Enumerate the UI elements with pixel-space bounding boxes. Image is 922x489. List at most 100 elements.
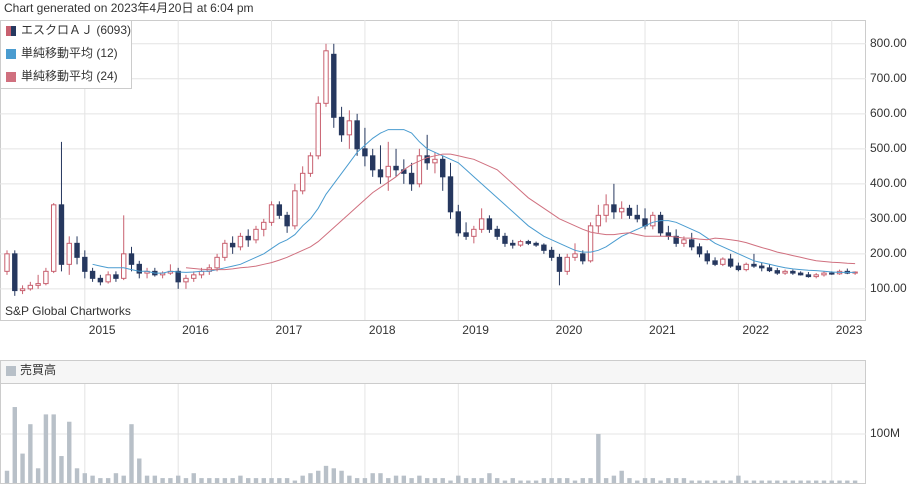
candle-body (572, 253, 578, 258)
volume-bar (611, 475, 617, 483)
candle-body (829, 272, 835, 275)
volume-bar (588, 478, 593, 483)
volume-bar (300, 475, 305, 483)
candle-body (175, 270, 181, 283)
volume-bar (736, 475, 741, 483)
volume-bar (448, 480, 453, 483)
legend-swatch (6, 72, 16, 82)
volume-bar (370, 473, 375, 483)
volume-bar (627, 478, 632, 483)
volume-bar (712, 480, 718, 483)
legend-swatch (6, 26, 11, 36)
volume-bar (845, 480, 850, 483)
candle-body (673, 235, 679, 244)
candle-body (533, 242, 539, 246)
candle-body (237, 235, 244, 248)
volume-bar (852, 480, 858, 483)
candle-body (634, 214, 640, 220)
candle-body (681, 239, 687, 244)
volume-bar (580, 478, 585, 483)
volume-bar (565, 478, 570, 483)
candle-body (494, 228, 500, 237)
candle-body (657, 214, 664, 234)
volume-bar (35, 468, 41, 483)
candle-body (696, 246, 703, 255)
candle-body (315, 102, 321, 157)
candle-body (548, 249, 555, 258)
legend-label: エスクロＡＪ (6093) (21, 23, 131, 37)
legend-box (0, 20, 132, 89)
candle-body (580, 253, 586, 262)
volume-bar (4, 470, 10, 483)
moving-average-line (92, 129, 856, 274)
candle-body (587, 225, 594, 262)
volume-bar (59, 456, 64, 483)
candle-body (517, 241, 524, 246)
volume-bar (269, 478, 274, 483)
volume-bar (666, 478, 671, 483)
volume-bar (650, 478, 656, 483)
chart-header: Chart generated on 2023年4月20日 at 6:04 pm (4, 1, 254, 15)
candle-body (27, 284, 34, 290)
candle-body (424, 155, 430, 164)
x-tick-label: 2023 (836, 323, 863, 337)
volume-bar (347, 475, 352, 483)
volume-bar (386, 478, 391, 483)
volume-bar (199, 478, 204, 483)
volume-bar (837, 480, 842, 483)
candle-body (486, 218, 493, 230)
candle-body (502, 235, 508, 244)
candle-body (191, 274, 197, 279)
candle-body (689, 239, 695, 248)
volume-bar (105, 478, 111, 483)
candle-body (35, 283, 41, 286)
volume-bar (502, 480, 508, 483)
volume-bar (409, 478, 414, 483)
candle-body (362, 148, 368, 157)
x-tick-label: 2022 (742, 323, 769, 337)
volume-bar (144, 475, 150, 483)
candle-body (82, 256, 88, 272)
volume-bar (230, 478, 235, 483)
candle-body (626, 207, 633, 216)
volume-bar (728, 480, 733, 483)
candle-body (408, 172, 415, 185)
candle-body (720, 258, 726, 265)
candle-body (346, 120, 353, 136)
volume-bar (331, 468, 336, 483)
volume-bar (557, 478, 562, 483)
candle-body (299, 172, 306, 192)
volume-bar (354, 478, 360, 483)
volume-bar (214, 478, 220, 483)
candle-body (595, 214, 602, 227)
candle-body (564, 256, 570, 272)
moving-average-line (185, 153, 856, 271)
y-tick-label: 100.00 (870, 281, 907, 295)
candle-body (136, 263, 142, 274)
volume-bar (596, 433, 601, 483)
candle-body (759, 265, 765, 269)
candle-body (323, 50, 329, 104)
x-tick-label: 2016 (182, 323, 209, 337)
candle-body (712, 260, 718, 265)
candle-body (471, 228, 477, 237)
volume-bar (191, 473, 196, 483)
volume-bar (518, 480, 523, 483)
candle-body (525, 241, 532, 244)
candle-body (727, 258, 734, 267)
candle-body (385, 165, 391, 178)
volume-bar (90, 475, 95, 483)
volume-bar (782, 480, 788, 483)
candle-body (743, 263, 749, 271)
candle-body (214, 256, 220, 269)
volume-bar (572, 480, 578, 483)
volume-bar (129, 424, 134, 483)
volume-bar (67, 421, 72, 483)
candle-body (377, 169, 384, 178)
candle-body (97, 277, 104, 283)
volume-bar (642, 478, 648, 483)
candle-body (74, 242, 80, 258)
volume-bar (51, 414, 56, 483)
volume-bar (806, 480, 811, 483)
